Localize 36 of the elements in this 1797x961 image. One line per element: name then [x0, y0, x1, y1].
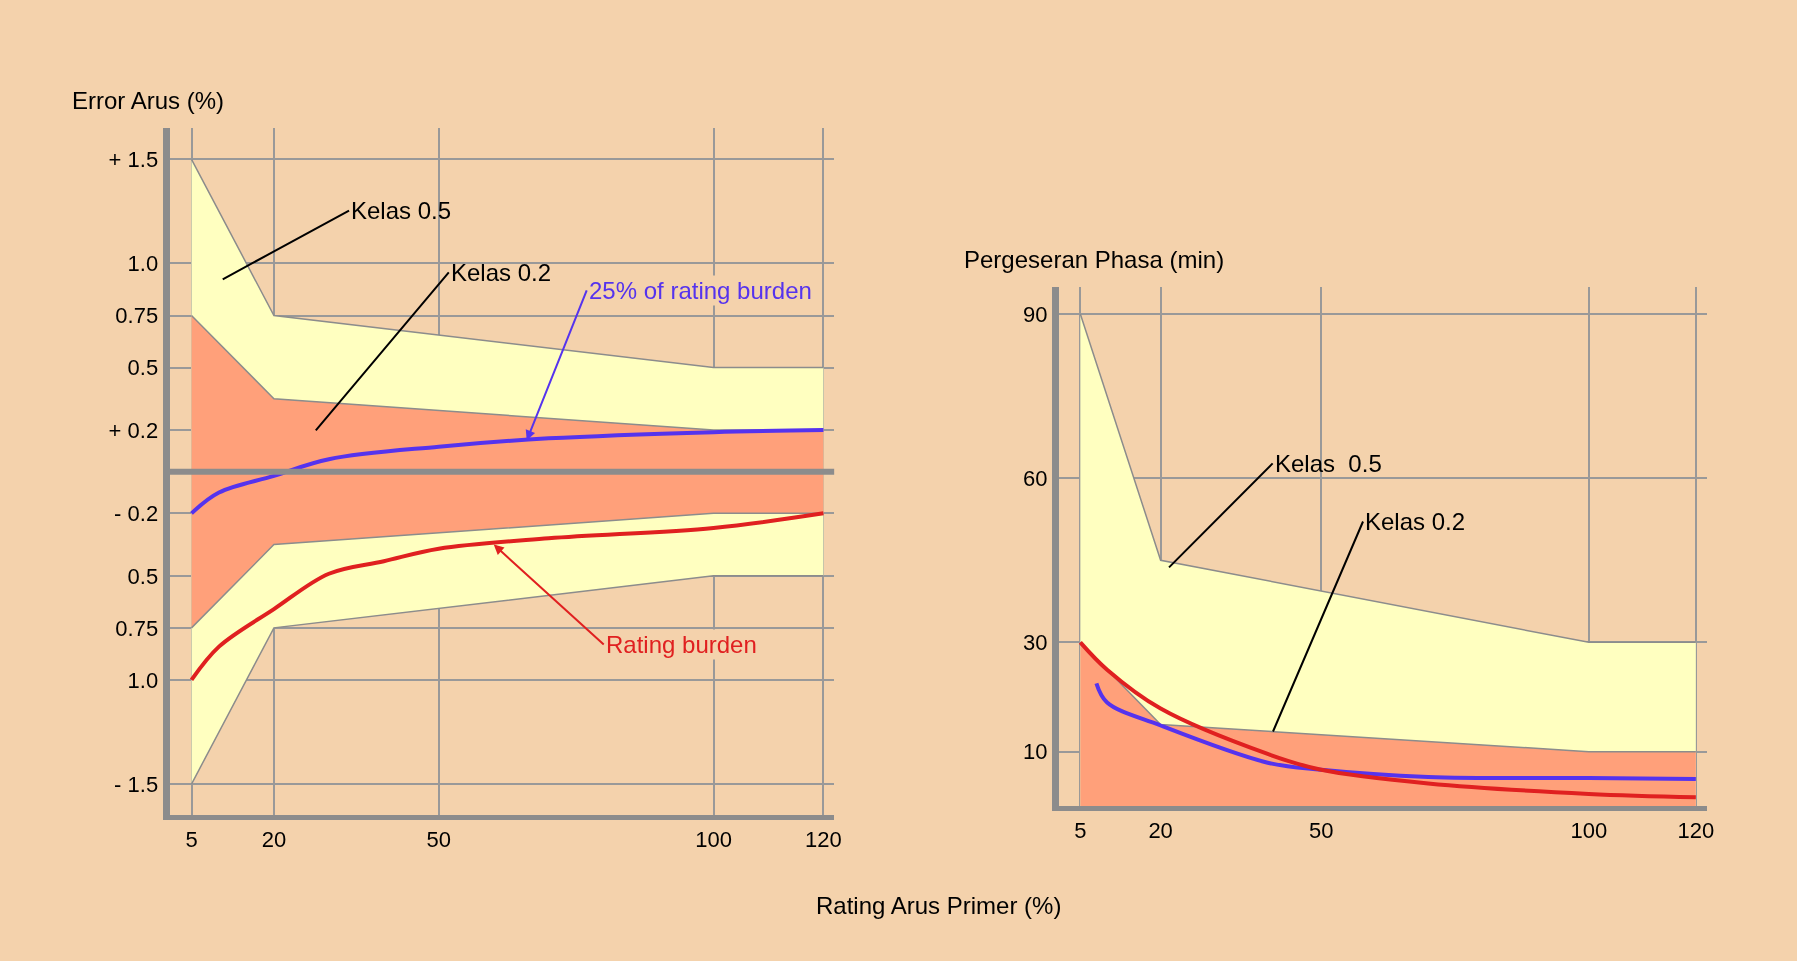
x-tick-label: 120	[1677, 817, 1715, 843]
annotation: Kelas 0.2	[451, 259, 552, 286]
y-tick-label: 30	[1023, 630, 1048, 656]
annotation: 25% of rating burden	[589, 277, 812, 304]
line-series	[189, 428, 826, 516]
x-tick-label: 50	[1308, 817, 1334, 843]
y-tick-label: + 1.5	[108, 147, 159, 173]
x-tick-label: 20	[1148, 817, 1173, 843]
x-tick-label: 20	[261, 826, 287, 852]
x-tick-label: 5	[1074, 817, 1087, 843]
y-tick-label: 0.5	[127, 563, 159, 589]
line-series	[1094, 681, 1698, 782]
annotation: Kelas 0.5	[1275, 450, 1382, 477]
line-series	[189, 511, 826, 682]
annotation: Kelas 0.5	[351, 197, 452, 224]
y-tick-label: 90	[1023, 301, 1048, 327]
y-tick-label: - 0.2	[114, 501, 159, 527]
annotation: Rating burden	[606, 631, 757, 658]
y-tick-label: 1.0	[127, 251, 159, 277]
x-tick-label: 120	[805, 826, 842, 852]
x-tick-label: 5	[185, 826, 198, 852]
y-tick-label: 10	[1023, 739, 1048, 765]
y-tick-label: 0.75	[115, 303, 159, 329]
y-tick-label: 60	[1023, 465, 1048, 491]
y-tick-label: 1.0	[127, 667, 159, 693]
x-axis-title: Rating Arus Primer (%)	[816, 892, 1062, 919]
y-tick-label: - 1.5	[114, 771, 159, 797]
x-tick-label: 100	[1570, 817, 1608, 843]
x-tick-label: 50	[426, 826, 452, 852]
annotation: Kelas 0.2	[1365, 508, 1466, 535]
y-axis-title: Error Arus (%)	[72, 87, 225, 114]
y-tick-label: 0.75	[115, 615, 159, 641]
x-tick-label: 100	[695, 826, 732, 852]
y-axis-title: Pergeseran Phasa (min)	[964, 246, 1225, 273]
y-tick-label: + 0.2	[108, 417, 159, 443]
y-tick-label: 0.5	[127, 355, 159, 381]
